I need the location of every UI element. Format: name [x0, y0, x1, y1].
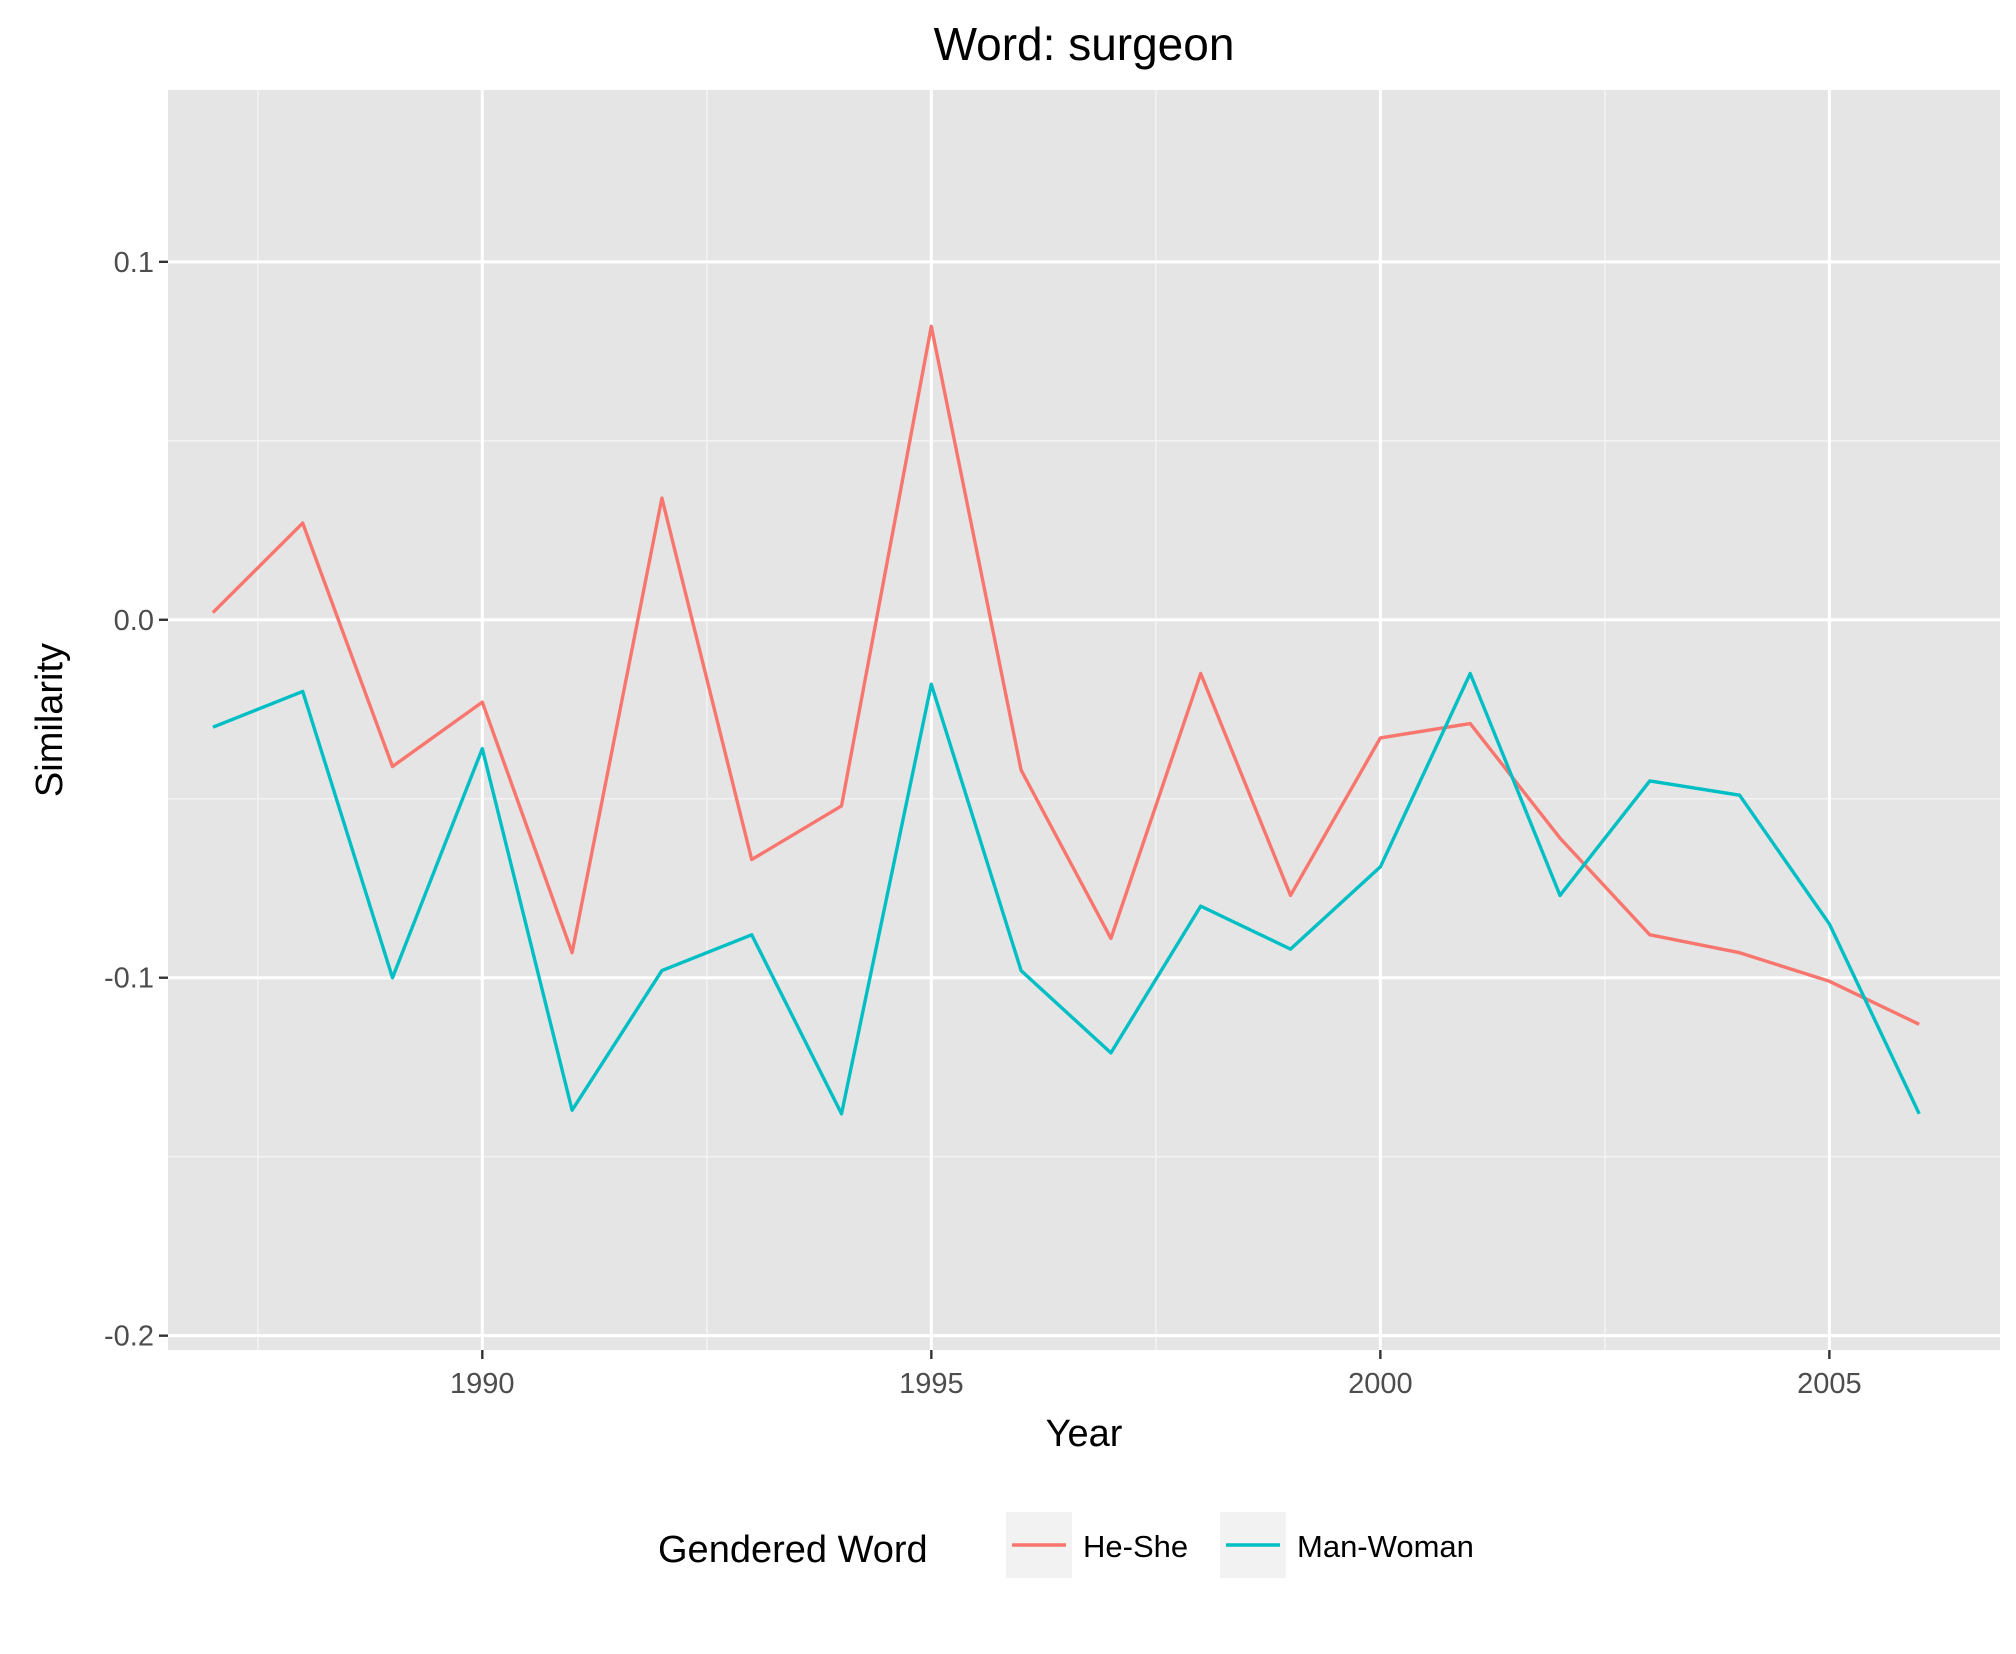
legend-label-man-woman: Man-Woman [1297, 1529, 1474, 1564]
y-tick-label: 0.0 [114, 605, 154, 637]
x-axis: 1990 1995 2000 2005 [450, 1350, 1862, 1400]
y-tick-label: -0.1 [104, 963, 154, 995]
x-tick-label: 2000 [1348, 1368, 1413, 1400]
legend-label-he-she: He-She [1083, 1529, 1188, 1564]
major-gridlines [168, 90, 2000, 1350]
series-lines [211, 324, 1921, 1116]
series-line-he-she [211, 324, 1920, 1026]
y-axis-title: Similarity [29, 643, 71, 797]
minor-gridlines [168, 90, 2000, 1350]
y-tick-label: 0.1 [114, 247, 154, 279]
panel-background [168, 90, 2000, 1350]
legend: Gendered Word He-She Man-Woman [658, 1512, 1474, 1578]
x-tick-label: 1990 [450, 1368, 515, 1400]
x-axis-title: Year [1046, 1413, 1123, 1455]
chart-title: Word: surgeon [934, 18, 1235, 70]
y-axis: -0.2 -0.1 0.0 0.1 [104, 247, 168, 1353]
y-tick-label: -0.2 [104, 1321, 154, 1353]
series-line-man-woman [212, 671, 1921, 1116]
x-tick-label: 1995 [899, 1368, 964, 1400]
legend-title: Gendered Word [658, 1529, 928, 1571]
x-tick-label: 2005 [1797, 1368, 1862, 1400]
